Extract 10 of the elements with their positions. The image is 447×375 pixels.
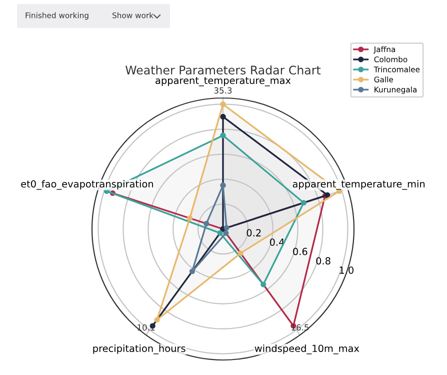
spoke-label: apparent_temperature_min — [292, 180, 425, 190]
y-tick-label: 0.6 — [293, 248, 308, 256]
y-tick-label: 0.8 — [316, 257, 330, 265]
text: 35.3 — [214, 87, 232, 94]
text: Weather Parameters Radar Chart — [126, 65, 321, 75]
spoke-label: apparent_temperature_max — [156, 77, 291, 86]
spoke-label: precipitation_hours — [93, 344, 186, 354]
spoke-label: windspeed_10m_max — [254, 344, 360, 354]
spoke-label: et0_fao_evapotranspiration — [21, 180, 154, 190]
y-tick-label: 0.2 — [246, 229, 261, 236]
